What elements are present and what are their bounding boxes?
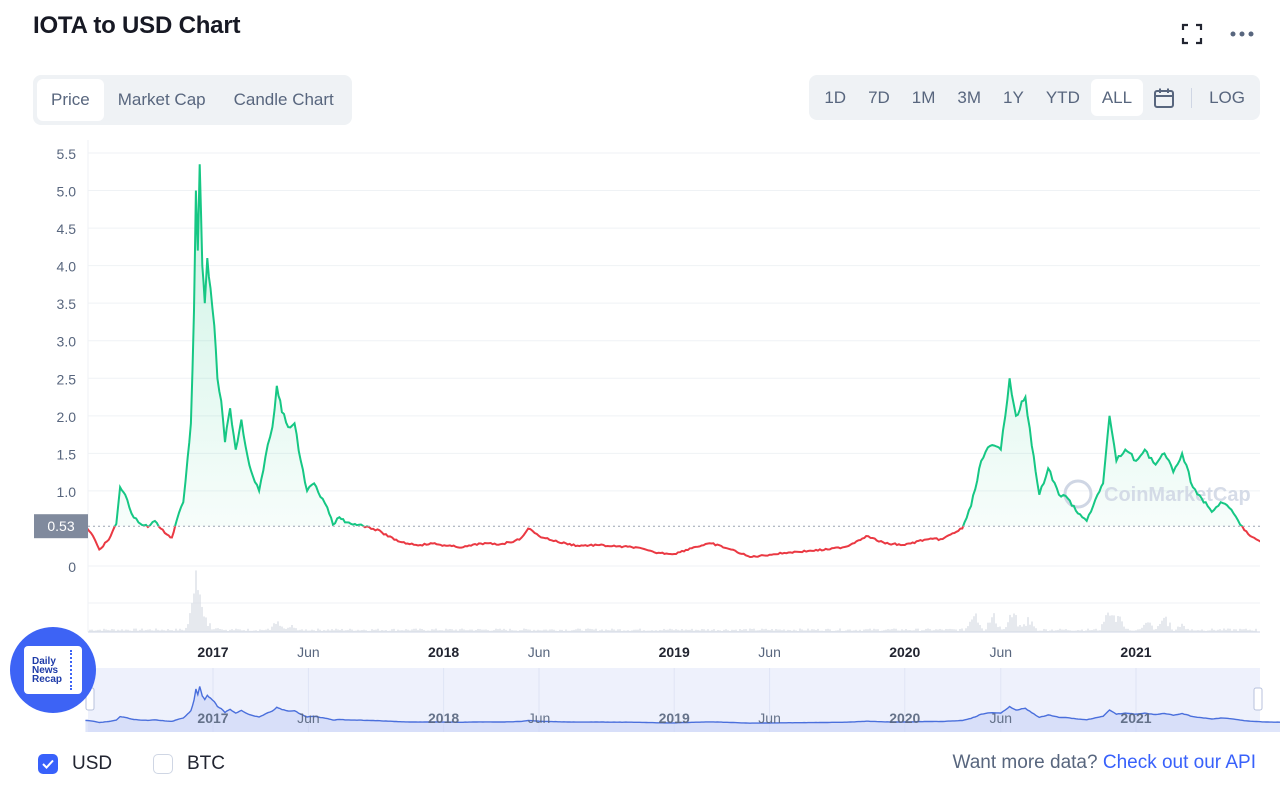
x-tick-label: Jun bbox=[758, 644, 781, 660]
reference-price-label: 0.53 bbox=[47, 518, 74, 534]
range-1y[interactable]: 1Y bbox=[1003, 87, 1024, 107]
range-divider bbox=[1191, 87, 1193, 108]
range-7d[interactable]: 7D bbox=[868, 87, 890, 107]
x-tick-label: 2018 bbox=[428, 644, 459, 660]
price-area-fill bbox=[114, 164, 1243, 527]
badge-film-stripe bbox=[70, 650, 78, 690]
tab-market-cap[interactable]: Market Cap bbox=[117, 90, 206, 109]
badge-card: Daily News Recap bbox=[24, 646, 82, 694]
log-scale-toggle[interactable]: LOG bbox=[1209, 87, 1245, 107]
range-ytd[interactable]: YTD bbox=[1045, 87, 1080, 107]
chart-type-tabs: Price Market Cap Candle Chart bbox=[33, 75, 352, 125]
chart-footer: USD BTC Want more data? Check out our AP… bbox=[0, 740, 1280, 790]
badge-line-3: Recap bbox=[32, 673, 63, 685]
page-title: IOTA to USD Chart bbox=[33, 12, 241, 39]
navigator-tick-label: 2018 bbox=[428, 710, 459, 726]
navigator-area bbox=[85, 686, 1280, 732]
range-1m[interactable]: 1M bbox=[911, 87, 936, 107]
price-line-up bbox=[113, 164, 1244, 527]
fullscreen-icon[interactable] bbox=[1178, 22, 1206, 46]
watermark-text: CoinMarketCap bbox=[1104, 484, 1251, 506]
tab-candle-chart[interactable]: Candle Chart bbox=[233, 90, 334, 109]
navigator-tick-label: Jun bbox=[758, 710, 781, 726]
navigator-tick-label: 2017 bbox=[197, 710, 228, 726]
x-tick-label: 2019 bbox=[659, 644, 690, 660]
x-tick-label: Jun bbox=[528, 644, 551, 660]
y-tick-label: 2.0 bbox=[57, 409, 77, 425]
tab-price[interactable]: Price bbox=[37, 79, 104, 121]
navigator-tick-label: Jun bbox=[528, 710, 551, 726]
price-line-down bbox=[88, 526, 1260, 559]
y-tick-label: 3.5 bbox=[57, 296, 77, 312]
more-options-icon[interactable] bbox=[1228, 22, 1256, 46]
range-3m[interactable]: 3M bbox=[957, 87, 982, 107]
usd-checkbox[interactable] bbox=[38, 754, 58, 774]
price-chart: 0 1.0 1.5 2.0 2.5 3.0 3.5 4.0 4.5 5.0 5.5 CoinMarke… bbox=[34, 140, 1280, 732]
y-tick-label: 1.5 bbox=[57, 446, 77, 462]
chart-toolbar-icons bbox=[1178, 22, 1256, 46]
api-link[interactable]: Check out our API bbox=[1102, 752, 1256, 773]
range-1d[interactable]: 1D bbox=[824, 87, 847, 107]
usd-label: USD bbox=[72, 753, 113, 774]
reference-label-bg bbox=[34, 514, 88, 539]
btc-checkbox[interactable] bbox=[153, 754, 173, 774]
api-prefix: Want more data? bbox=[952, 752, 1098, 773]
navigator-tick-label: 2020 bbox=[889, 710, 920, 726]
x-tick-label: 2017 bbox=[197, 644, 228, 660]
y-tick-label: 4.5 bbox=[57, 221, 77, 237]
navigator-tick-label: Jun bbox=[297, 710, 320, 726]
x-tick-label: Jun bbox=[297, 644, 320, 660]
range-selector: 1D 7D 1M 3M 1Y YTD ALL LOG bbox=[809, 75, 1260, 120]
badge-line-1: Daily bbox=[32, 655, 56, 667]
currency-usd-toggle[interactable]: USD bbox=[38, 753, 112, 775]
watermark-logo-icon bbox=[1063, 479, 1093, 509]
navigator-tick-label: Jun bbox=[990, 710, 1013, 726]
y-tick-label: 3.0 bbox=[57, 334, 77, 350]
currency-btc-toggle[interactable]: BTC bbox=[153, 753, 225, 775]
navigator-right-handle[interactable] bbox=[1253, 687, 1263, 711]
y-tick-label: 5.0 bbox=[57, 184, 77, 200]
x-tick-label: 2020 bbox=[889, 644, 920, 660]
y-tick-label: 2.5 bbox=[57, 371, 77, 387]
daily-news-recap-logo: Daily News Recap bbox=[10, 627, 96, 713]
btc-label: BTC bbox=[187, 753, 225, 774]
navigator-tick-label: 2019 bbox=[659, 710, 690, 726]
y-tick-label: 1.0 bbox=[57, 484, 77, 500]
range-all[interactable]: ALL bbox=[1090, 79, 1144, 116]
y-tick-label: 4.0 bbox=[57, 259, 77, 275]
x-tick-label: Jun bbox=[990, 644, 1013, 660]
badge-line-2: News bbox=[32, 664, 59, 676]
calendar-icon[interactable] bbox=[1143, 79, 1185, 116]
y-tick-label: 5.5 bbox=[57, 146, 77, 162]
api-promo: Want more data? Check out our API bbox=[953, 752, 1256, 774]
navigator-tick-label: 2021 bbox=[1120, 710, 1151, 726]
navigator-line bbox=[85, 686, 1280, 724]
x-tick-label: 2021 bbox=[1120, 644, 1151, 660]
y-tick-label: 0 bbox=[68, 559, 76, 575]
